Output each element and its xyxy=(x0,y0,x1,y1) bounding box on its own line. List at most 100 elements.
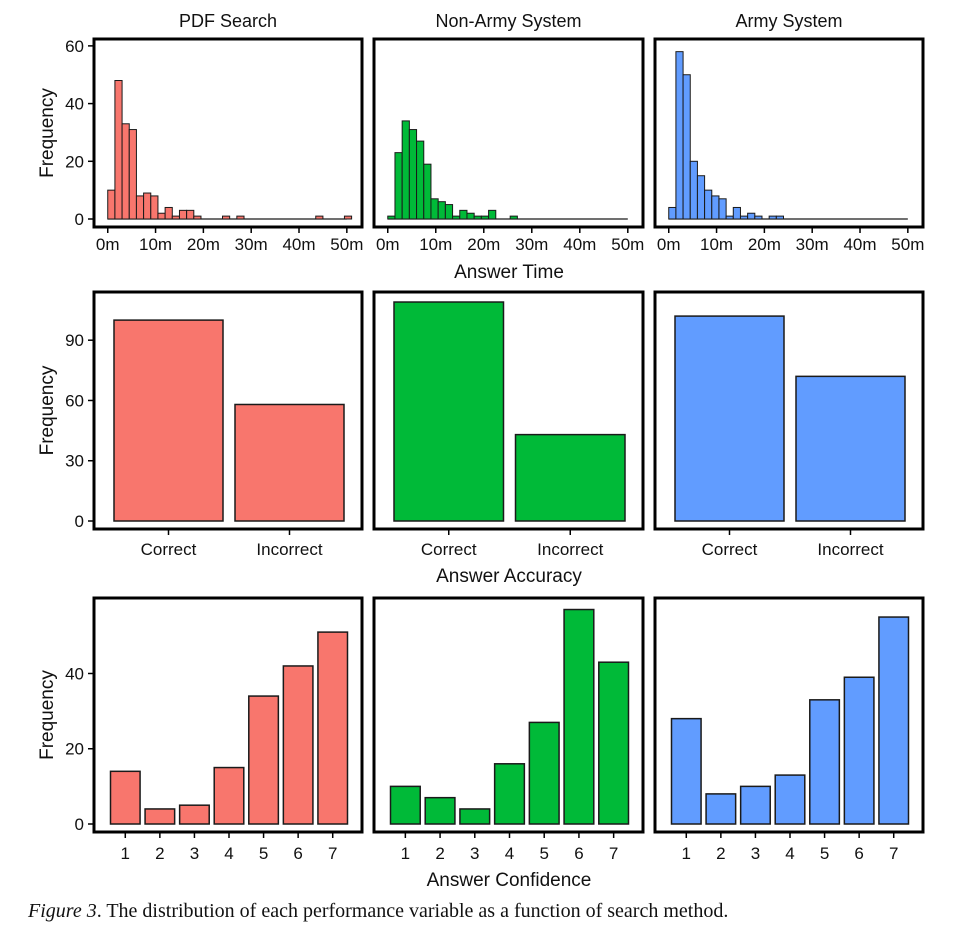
histogram-bar xyxy=(236,215,245,220)
y-tick-label: 0 xyxy=(75,815,84,834)
histogram-bar xyxy=(768,215,777,220)
panel-time-non-army-system: Non-Army System 0m 10m 20m 30m 40m 50m xyxy=(372,11,645,254)
histogram-bar xyxy=(178,209,188,220)
histogram-bar xyxy=(164,206,173,220)
panel-title: Army System xyxy=(735,11,842,31)
figure-caption-label: Figure 3 xyxy=(28,900,97,922)
x-tick-label: Incorrect xyxy=(256,540,322,559)
panel-title: PDF Search xyxy=(179,11,277,31)
panel-frame xyxy=(372,37,645,229)
histogram-bar xyxy=(668,206,677,220)
x-tick-label: Incorrect xyxy=(537,540,603,559)
panel-confidence-non-army-system: 1 2 3 4 5 6 7 xyxy=(372,596,645,863)
histogram-bar xyxy=(689,160,698,220)
x-tick-label: 10m xyxy=(139,235,172,254)
bar-4 xyxy=(774,774,806,825)
histogram-bar xyxy=(444,204,454,220)
y-axis-title: Frequency xyxy=(37,365,58,455)
panel-confidence-pdf-search: 1 2 3 4 5 6 7 0 20 40 Frequency xyxy=(37,596,364,863)
x-tick-label: 10m xyxy=(700,235,733,254)
bar-5 xyxy=(528,721,560,825)
histogram-bar xyxy=(222,215,231,220)
histogram-bar xyxy=(186,209,195,220)
bar-1 xyxy=(109,770,141,825)
x-tick-label: 0m xyxy=(376,235,400,254)
x-tick-label: 6 xyxy=(854,844,863,863)
x-tick-label: 7 xyxy=(889,844,898,863)
histogram-bar xyxy=(725,215,734,220)
x-tick-label: 50m xyxy=(891,235,924,254)
panel-accuracy-army-system: Correct Incorrect xyxy=(653,290,925,559)
x-tick-label: 30m xyxy=(515,235,548,254)
histogram-bar xyxy=(718,198,727,220)
x-tick-label: 5 xyxy=(820,844,829,863)
panel-frame xyxy=(92,596,364,834)
histogram-bar xyxy=(143,192,152,220)
bar-2 xyxy=(424,796,456,825)
histogram-bar xyxy=(128,129,137,220)
histogram-bar xyxy=(171,215,180,220)
x-tick-label: 40m xyxy=(843,235,876,254)
x-tick-label: 6 xyxy=(574,844,583,863)
histogram-bar xyxy=(135,195,145,220)
x-axis-title-accuracy: Answer Accuracy xyxy=(436,566,582,587)
x-tick-label: 3 xyxy=(190,844,199,863)
bar-7 xyxy=(317,631,349,825)
y-axis-title: Frequency xyxy=(37,88,58,178)
histogram-bar xyxy=(437,201,446,220)
panel-title: Non-Army System xyxy=(435,11,581,31)
x-tick-label: 2 xyxy=(435,844,444,863)
bar-correct xyxy=(393,301,505,522)
x-tick-label: 1 xyxy=(401,844,410,863)
y-tick-label: 40 xyxy=(65,95,84,114)
histogram-bar xyxy=(394,152,403,220)
y-tick-label: 30 xyxy=(65,452,84,471)
histogram-bar xyxy=(675,51,684,220)
histogram-bar xyxy=(452,215,461,220)
y-tick-label: 60 xyxy=(65,391,84,410)
histogram-bar xyxy=(704,189,713,220)
x-tick-label: 4 xyxy=(224,844,233,863)
histogram-bar xyxy=(121,123,130,220)
histogram-bar xyxy=(466,212,475,220)
panel-frame xyxy=(92,290,364,531)
panel-time-army-system: Army System 0m 10m 20m 30m 40m 50m xyxy=(653,11,925,254)
bar-2 xyxy=(144,808,176,825)
histogram-bar xyxy=(387,215,396,220)
bar-correct xyxy=(113,319,224,522)
histogram-bar xyxy=(416,140,425,220)
panel-frame xyxy=(653,290,925,531)
histogram-bar xyxy=(754,215,763,220)
histogram-bar xyxy=(711,195,720,220)
y-tick-label: 20 xyxy=(65,152,84,171)
x-tick-label: 1 xyxy=(682,844,691,863)
bar-7 xyxy=(598,661,630,825)
histogram-bar xyxy=(488,209,497,220)
panel-accuracy-pdf-search: Correct Incorrect 0 30 60 90 Frequency xyxy=(37,290,364,559)
x-tick-label: 6 xyxy=(293,844,302,863)
y-tick-label: 0 xyxy=(75,512,84,531)
y-tick-label: 90 xyxy=(65,331,84,350)
panel-confidence-army-system: 1 2 3 4 5 6 7 xyxy=(653,596,925,863)
histogram-bar xyxy=(480,215,490,220)
y-tick-label: 40 xyxy=(65,664,84,683)
x-tick-label: 5 xyxy=(259,844,268,863)
histogram-bar xyxy=(150,195,159,220)
histogram-bar xyxy=(114,80,123,220)
panel-accuracy-non-army-system: Correct Incorrect xyxy=(372,290,645,559)
x-tick-label: 50m xyxy=(611,235,644,254)
x-tick-label: Incorrect xyxy=(817,540,883,559)
y-tick-label: 0 xyxy=(75,210,84,229)
x-tick-label: Correct xyxy=(141,540,197,559)
y-tick-label: 60 xyxy=(65,37,84,56)
x-tick-label: 1 xyxy=(121,844,130,863)
bar-3 xyxy=(178,804,210,825)
x-axis-title-confidence: Answer Confidence xyxy=(427,870,592,891)
x-tick-label: 4 xyxy=(505,844,514,863)
panel-frame xyxy=(653,37,925,229)
x-tick-label: 4 xyxy=(785,844,794,863)
bar-5 xyxy=(248,695,280,825)
panel-frame xyxy=(653,596,925,834)
x-tick-label: 3 xyxy=(470,844,479,863)
